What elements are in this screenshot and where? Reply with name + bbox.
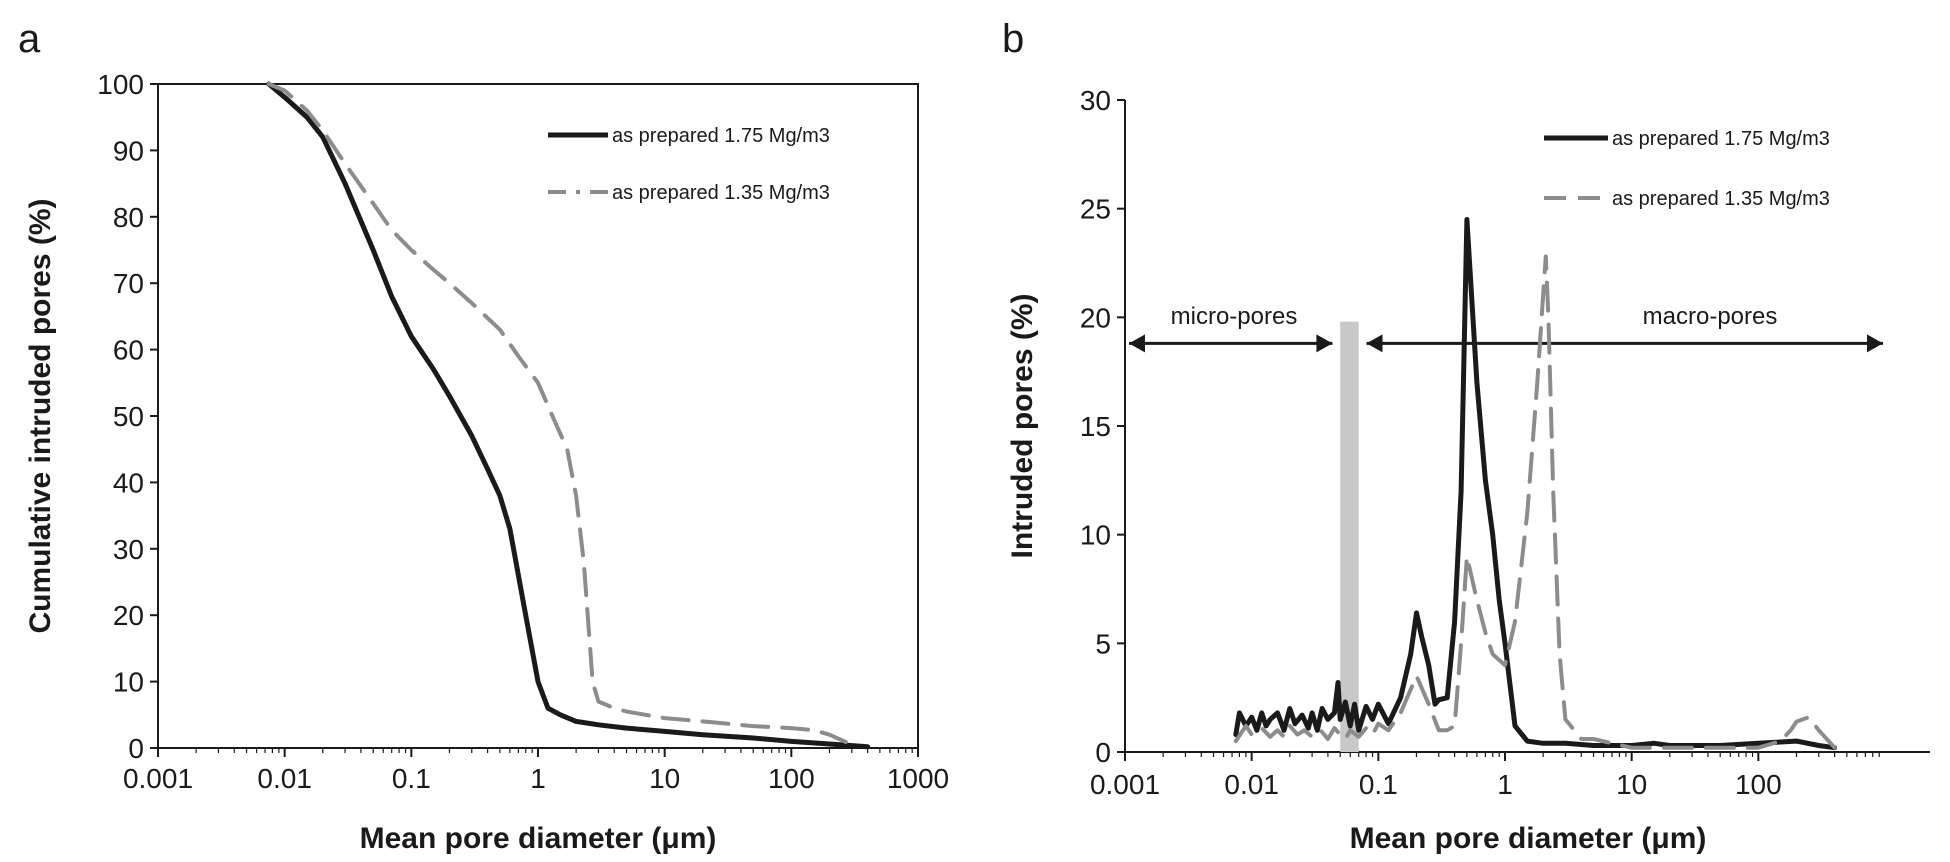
panel-a-x-tick-label: 0.01 bbox=[257, 763, 312, 794]
arrow-head bbox=[1366, 334, 1383, 353]
panel-b-x-tick-label: 0.001 bbox=[1090, 769, 1160, 800]
panel-b-y-tick-label: 0 bbox=[1095, 737, 1111, 768]
panel-a-y-tick-label: 50 bbox=[113, 401, 144, 432]
panel-a-y-tick-label: 70 bbox=[113, 268, 144, 299]
panel-b-y-axis-title: Intruded pores (%) bbox=[1006, 293, 1039, 558]
panel-a-legend-label-1: as prepared 1.75 Mg/m3 bbox=[612, 125, 830, 147]
panel-b-legend-label-2: as prepared 1.35 Mg/m3 bbox=[1612, 188, 1830, 210]
panel-b-y-tick-label: 20 bbox=[1080, 302, 1111, 333]
panel-a-x-tick-label: 0.1 bbox=[392, 763, 431, 794]
panel-a-x-axis-title: Mean pore diameter (μm) bbox=[360, 822, 717, 855]
panel-a-y-axis-title: Cumulative intruded pores (%) bbox=[24, 198, 57, 633]
panel-a-x-tick-label: 100 bbox=[768, 763, 815, 794]
micro-macro-boundary-band bbox=[1340, 321, 1359, 752]
panel-a-series-line-2 bbox=[266, 82, 854, 747]
panel-b-y-tick-label: 30 bbox=[1080, 85, 1111, 116]
panel-a-y-tick-label: 30 bbox=[113, 534, 144, 565]
panel-a-x-tick-label: 1000 bbox=[887, 763, 949, 794]
panel-b-ticks: 0.001 0.01 0.1 1 10 100 0 5 10 15 20 25 30 bbox=[1080, 85, 1880, 800]
panel-a-y-tick-label: 60 bbox=[113, 335, 144, 366]
panel-b-legend: as prepared 1.75 Mg/m3 as prepared 1.35 … bbox=[1544, 128, 1830, 210]
panel-a-chart: 0.001 0.01 0.1 1 10 100 1000 0 10 20 30 40 50 60 70 80 9… bbox=[24, 69, 949, 855]
micro-pores-label: micro-pores bbox=[1171, 303, 1298, 330]
panel-a-y-tick-label: 0 bbox=[128, 733, 144, 764]
macro-pores-label: macro-pores bbox=[1643, 303, 1778, 330]
panel-b-x-tick-label: 0.1 bbox=[1359, 769, 1398, 800]
panel-b-x-tick-label: 10 bbox=[1616, 769, 1647, 800]
panel-a-y-tick-label: 100 bbox=[97, 69, 144, 100]
panel-b-y-tick-label: 5 bbox=[1095, 628, 1111, 659]
arrow-head bbox=[1867, 334, 1883, 353]
panel-b-letter: b bbox=[1002, 17, 1024, 61]
panel-b-series-line-1 bbox=[1233, 217, 1838, 751]
panel-a-x-tick-label: 0.001 bbox=[123, 763, 193, 794]
panel-b-series-line-2 bbox=[1233, 254, 1837, 750]
panel-b-x-tick-label: 100 bbox=[1735, 769, 1782, 800]
arrow-head bbox=[1129, 334, 1145, 353]
panel-a-y-tick-label: 10 bbox=[113, 667, 144, 698]
panel-a-y-tick-label: 20 bbox=[113, 600, 144, 631]
panel-b-boundary-band bbox=[1340, 321, 1359, 752]
arrow-head bbox=[1316, 334, 1333, 353]
panel-a-y-tick-label: 40 bbox=[113, 467, 144, 498]
panel-b-y-tick-label: 25 bbox=[1080, 194, 1111, 225]
panel-a-y-tick-label: 90 bbox=[113, 135, 144, 166]
panel-b-x-tick-label: 0.01 bbox=[1224, 769, 1279, 800]
panel-a-series-line-1 bbox=[266, 81, 871, 750]
panel-b-x-tick-label: 1 bbox=[1497, 769, 1513, 800]
panel-b-y-tick-label: 15 bbox=[1080, 411, 1111, 442]
panel-a-y-tick-label: 80 bbox=[113, 202, 144, 233]
panel-a-legend: as prepared 1.75 Mg/m3 as prepared 1.35 … bbox=[548, 125, 830, 204]
panel-a-ticks: 0.001 0.01 0.1 1 10 100 1000 0 10 20 30 40 50 60 70 80 9… bbox=[97, 69, 949, 794]
panel-a-legend-label-2: as prepared 1.35 Mg/m3 bbox=[612, 182, 830, 204]
panel-b-y-tick-label: 10 bbox=[1080, 520, 1111, 551]
panel-a-x-tick-label: 10 bbox=[649, 763, 680, 794]
panel-b-annotations bbox=[1129, 334, 1883, 353]
panel-a-x-tick-label: 1 bbox=[530, 763, 546, 794]
panel-b-x-axis-title: Mean pore diameter (μm) bbox=[1350, 822, 1707, 855]
panel-a-letter: a bbox=[18, 17, 41, 61]
panel-b-series bbox=[1233, 217, 1838, 751]
panel-b-chart: 0.001 0.01 0.1 1 10 100 0 5 10 15 20 25 30 micro-por… bbox=[1006, 85, 1930, 855]
panel-a-series bbox=[266, 81, 871, 750]
panel-b-legend-label-1: as prepared 1.75 Mg/m3 bbox=[1612, 128, 1830, 150]
